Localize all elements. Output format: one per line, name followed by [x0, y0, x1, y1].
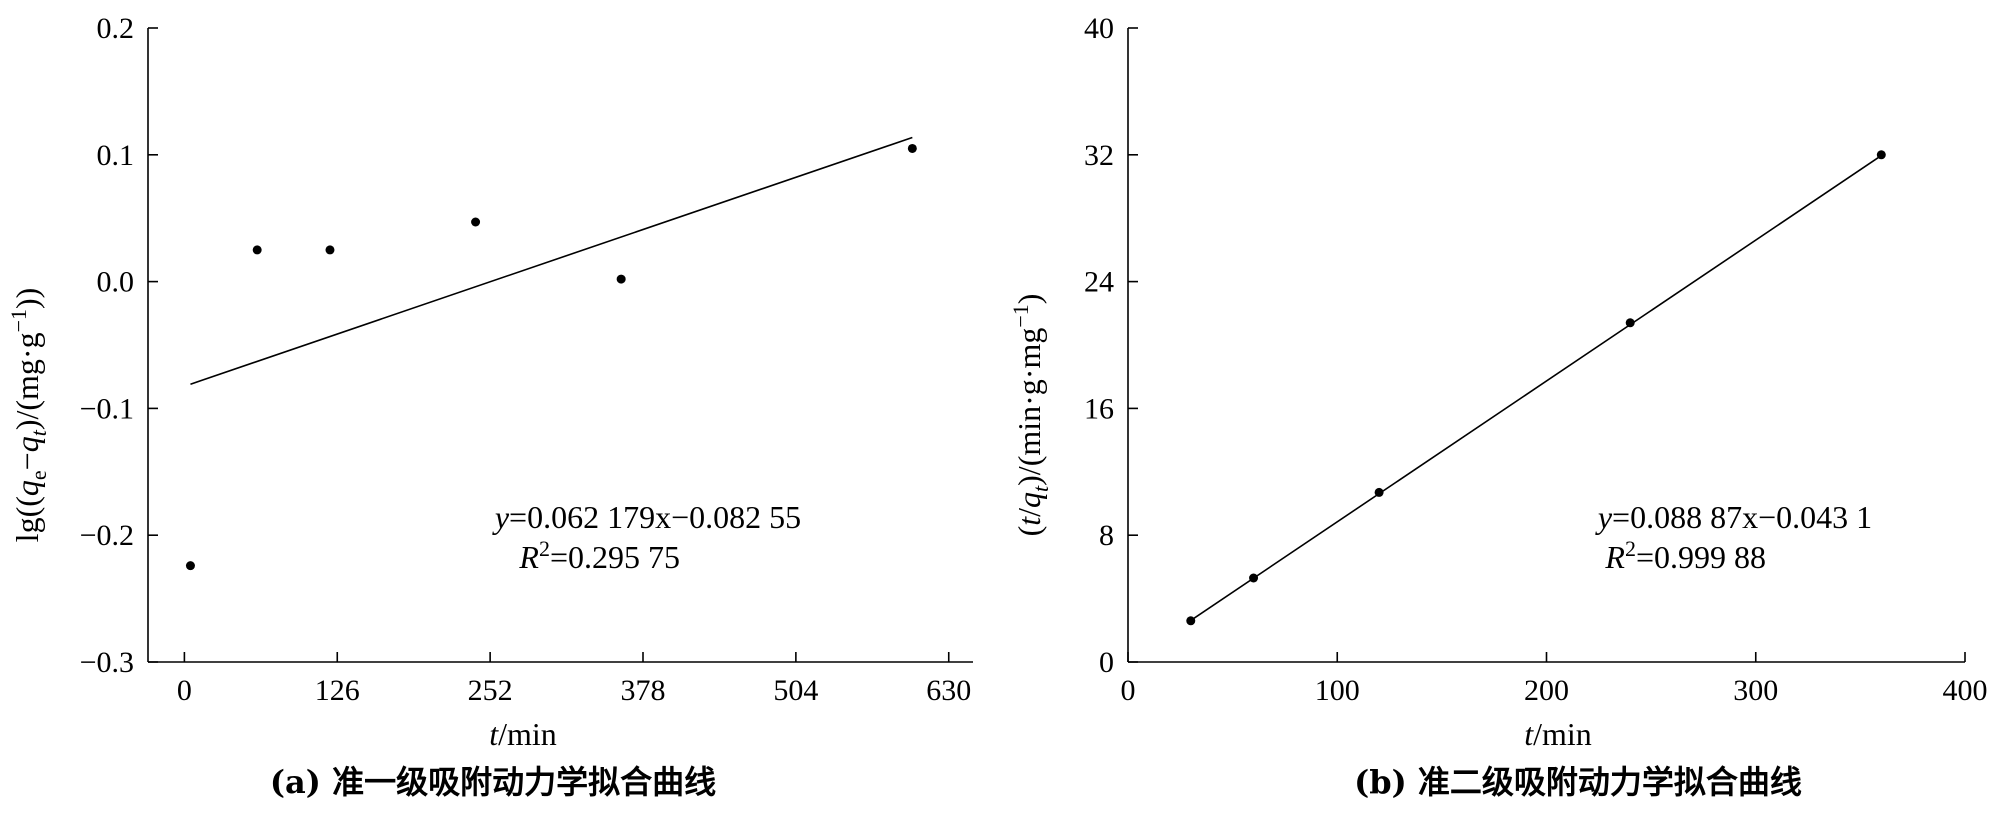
y-tick-label-b: 8	[1099, 519, 1114, 552]
data-point-b	[1374, 487, 1384, 497]
data-point-b	[1876, 150, 1886, 160]
x-tick-label-b: 100	[1315, 674, 1360, 707]
y-tick-label-b: 24	[1084, 266, 1114, 299]
data-point-a	[907, 143, 917, 153]
chart-panel-a: 0 126 252 378 504 630 −0.3 −0.2 −0.1 0.0 0.1 0.2 t/…	[6, 12, 973, 801]
y-axis-label-b: (t/qt)/(min·g·mg−1)	[1008, 294, 1053, 537]
x-tick-label-a: 630	[926, 674, 971, 707]
data-point-a	[252, 245, 262, 255]
x-tick-label-b: 300	[1733, 674, 1778, 707]
y-tick-label-a: 0.1	[97, 139, 135, 172]
y-tick-label-a: −0.3	[80, 646, 134, 679]
y-axis-label-a: lg((qe−qt)/(mg·g−1))	[6, 288, 51, 543]
plot-area-a: 0 126 252 378 504 630 −0.3 −0.2 −0.1 0.0 0.1 0.2	[80, 12, 973, 707]
x-tick-label-b: 400	[1943, 674, 1988, 707]
chart-panel-b: 0 100 200 300 400 0 8 16 24 32 40 t/min (t/qt)/(mi…	[1008, 12, 1988, 801]
y-tick-label-a: 0.0	[97, 266, 135, 299]
fit-line-a	[190, 136, 913, 385]
y-tick-label-a: −0.2	[80, 519, 134, 552]
y-tick-label-b: 32	[1084, 139, 1114, 172]
fit-line-b	[1190, 154, 1882, 622]
x-axis-label-b: t/min	[1524, 716, 1592, 752]
equation-a: y=0.062 179x−0.082 55	[492, 499, 801, 535]
plot-area-b: 0 100 200 300 400 0 8 16 24 32 40	[1084, 12, 1988, 707]
y-tick-label-a: 0.2	[97, 12, 135, 45]
x-tick-label-b: 0	[1121, 674, 1136, 707]
y-tick-label-a: −0.1	[80, 392, 134, 425]
r2-b: R2=0.999 88	[1604, 536, 1766, 575]
caption-a: (a) 准一级吸附动力学拟合曲线	[270, 763, 716, 801]
x-tick-label-b: 200	[1524, 674, 1569, 707]
y-tick-label-b: 16	[1084, 392, 1114, 425]
x-tick-label-a: 0	[177, 674, 192, 707]
r2-a: R2=0.295 75	[518, 536, 680, 575]
x-tick-label-a: 378	[621, 674, 666, 707]
x-tick-label-a: 252	[468, 674, 513, 707]
caption-b: (b) 准二级吸附动力学拟合曲线	[1354, 763, 1802, 801]
x-tick-label-a: 504	[773, 674, 818, 707]
data-point-a	[185, 561, 195, 571]
data-point-b	[1625, 318, 1635, 328]
x-axis-label-a: t/min	[489, 716, 557, 752]
equation-b: y=0.088 87x−0.043 1	[1595, 499, 1872, 535]
data-point-a	[471, 217, 481, 227]
data-point-a	[325, 245, 335, 255]
y-tick-label-b: 40	[1084, 12, 1114, 45]
data-point-a	[616, 274, 626, 284]
y-tick-label-b: 0	[1099, 646, 1114, 679]
x-tick-label-a: 126	[315, 674, 360, 707]
data-point-b	[1186, 616, 1196, 626]
data-point-b	[1249, 573, 1259, 583]
